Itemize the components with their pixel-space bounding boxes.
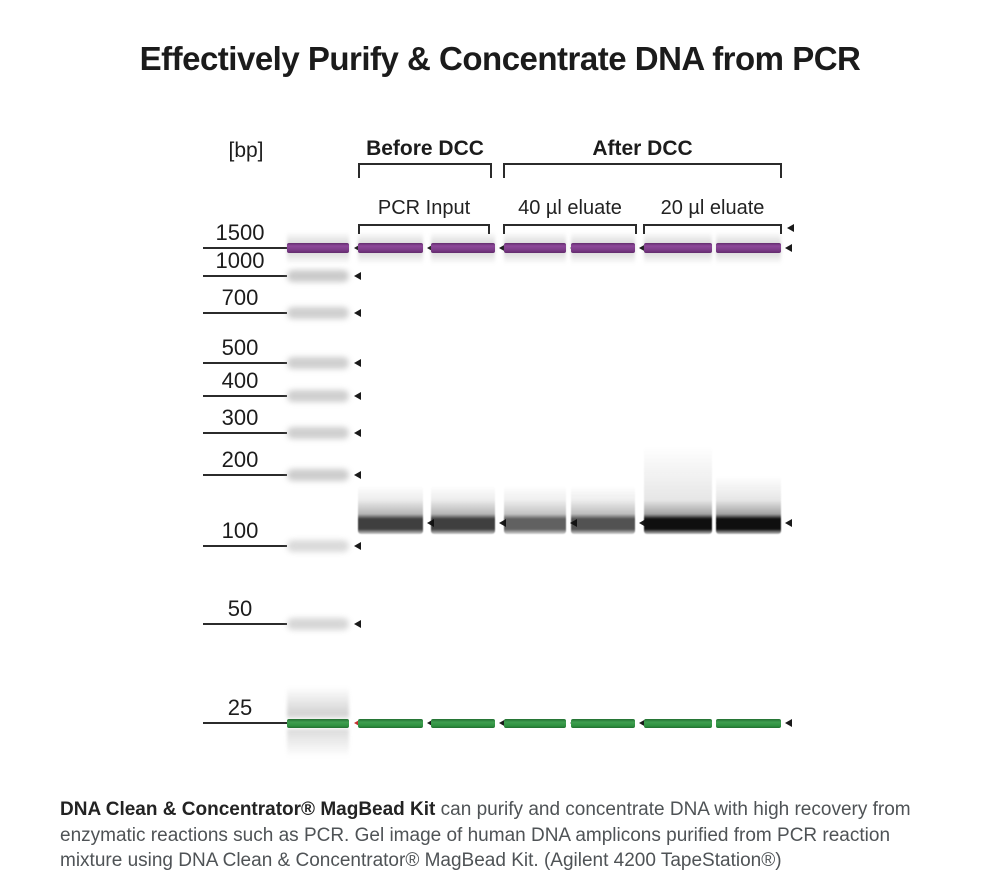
ladder-bp-label: 25 [227, 695, 253, 720]
ladder-band-pointer-icon [354, 429, 361, 437]
ladder-tick-line [203, 474, 287, 476]
upper-marker-band [287, 243, 349, 253]
caption-product-name: DNA Clean & Concentrator® MagBead Kit [60, 799, 436, 820]
sample-group-label: 20 µl eluate [660, 197, 765, 219]
condition-group-label: After DCC [592, 137, 693, 160]
product-band-smear [431, 486, 495, 534]
page-title: Effectively Purify & Concentrate DNA fro… [139, 40, 861, 77]
product-band-smear [571, 486, 635, 534]
ladder-bp-label: 700 [221, 285, 259, 310]
caption-text: can purify and concentrate DNA with high… [60, 799, 911, 871]
product-band-pointer-icon [785, 519, 792, 527]
lower-marker-band [571, 719, 635, 728]
condition-group-bracket [358, 163, 492, 178]
sample-group-label: PCR Input [377, 197, 471, 219]
sample-group-bracket [358, 224, 490, 234]
ladder-band-pointer-icon [354, 471, 361, 479]
product-band-smear [644, 446, 712, 534]
ladder-band-pointer-icon [354, 620, 361, 628]
ladder-tick-line [203, 395, 287, 397]
sample-group-label: 40 µl eluate [518, 197, 622, 219]
ladder-tick-line [203, 247, 287, 249]
ladder-bp-label: 1000 [215, 248, 265, 273]
sample-group-bracket [503, 224, 637, 234]
ladder-bp-label: 100 [221, 518, 259, 543]
ladder-tick-line [203, 432, 287, 434]
ladder-bp-label: 50 [227, 596, 253, 621]
ladder-band [287, 540, 349, 552]
ladder-band [287, 618, 349, 630]
ladder-bp-label: 400 [221, 368, 259, 393]
ladder-band [287, 427, 349, 439]
ladder-band-pointer-icon [354, 309, 361, 317]
band-pointer-icon [639, 719, 646, 727]
product-band-pointer-icon [499, 519, 506, 527]
ladder-tick-line [203, 722, 287, 724]
lower-marker-band [358, 719, 423, 728]
lower-marker-band [716, 719, 781, 728]
lower-marker-band [504, 719, 566, 728]
ladder-band-pointer-icon [354, 392, 361, 400]
ladder-band [287, 469, 349, 481]
product-band-smear [716, 476, 781, 534]
ladder-band [287, 390, 349, 402]
upper-marker-band [571, 243, 635, 253]
band-pointer-icon [785, 719, 792, 727]
band-pointer-icon [427, 719, 434, 727]
ladder-band-pointer-icon [354, 719, 361, 727]
product-band-smear [504, 486, 566, 534]
ladder-band-pointer-icon [354, 244, 361, 252]
condition-group-label: Before DCC [366, 137, 484, 160]
ladder-bp-label: 300 [221, 405, 259, 430]
upper-marker-band [644, 243, 712, 253]
product-band-smear [358, 486, 423, 534]
lower-marker-band [644, 719, 712, 728]
ladder-band-pointer-icon [354, 272, 361, 280]
ladder-bp-label: 500 [221, 335, 259, 360]
upper-marker-band [358, 243, 423, 253]
ladder-tick-line [203, 623, 287, 625]
sample-group-bracket [643, 224, 782, 234]
gel-top-pointer-icon [787, 224, 794, 232]
ladder-band [287, 357, 349, 369]
band-pointer-icon [427, 244, 434, 252]
lower-marker-smear [287, 687, 349, 719]
ladder-bp-label: 1500 [215, 220, 265, 245]
band-pointer-icon [499, 244, 506, 252]
figure-caption: DNA Clean & Concentrator® MagBead Kit ca… [60, 797, 932, 874]
product-band-pointer-icon [427, 519, 434, 527]
band-pointer-icon [499, 719, 506, 727]
ladder-band-pointer-icon [354, 359, 361, 367]
upper-marker-band [716, 243, 781, 253]
ladder-tick-line [203, 312, 287, 314]
ladder-bp-label: 200 [221, 447, 259, 472]
ladder-tick-line [203, 275, 287, 277]
condition-group-bracket [503, 163, 782, 178]
ladder-tick-line [203, 545, 287, 547]
lower-marker-band [287, 719, 349, 728]
upper-marker-band [504, 243, 566, 253]
lower-marker-smear [287, 729, 349, 757]
ladder-band-pointer-icon [354, 542, 361, 550]
band-pointer-icon [639, 244, 646, 252]
ladder-band [287, 270, 349, 282]
lower-marker-band [431, 719, 495, 728]
ladder-tick-line [203, 362, 287, 364]
upper-marker-band [431, 243, 495, 253]
product-band-pointer-icon [639, 519, 646, 527]
band-pointer-icon [785, 244, 792, 252]
ladder-band [287, 307, 349, 319]
bp-axis-label: [bp] [228, 139, 264, 162]
